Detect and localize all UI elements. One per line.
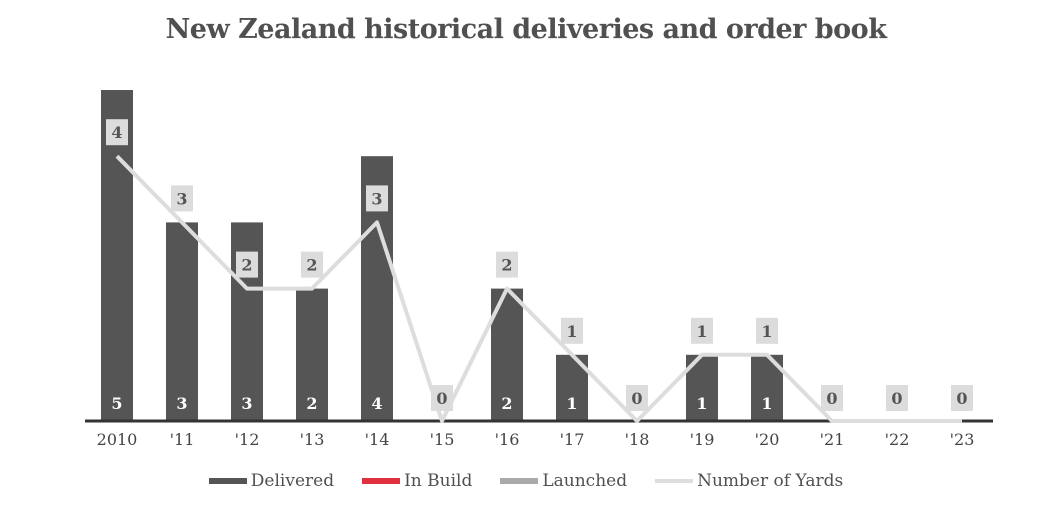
bar-delivered-1 <box>166 222 198 421</box>
svg-text:2: 2 <box>501 256 512 275</box>
label-yards-3: 2 <box>301 251 323 278</box>
x-tick-label-6: '16 <box>495 430 520 449</box>
x-tick-label-8: '18 <box>625 430 650 449</box>
legend-label-2: Launched <box>542 471 628 491</box>
label-yards-7: 1 <box>561 317 583 344</box>
x-tick-label-1: '11 <box>170 430 195 449</box>
x-tick-label-3: '13 <box>300 430 325 449</box>
label-delivered-6: 2 <box>501 394 512 413</box>
x-tick-label-5: '15 <box>430 430 455 449</box>
label-yards-6: 2 <box>496 251 518 278</box>
svg-text:0: 0 <box>631 389 642 408</box>
svg-text:2: 2 <box>241 256 252 275</box>
legend-label-3: Number of Yards <box>697 471 844 491</box>
x-tick-label-11: '21 <box>820 430 845 449</box>
label-yards-2: 2 <box>236 251 258 278</box>
label-delivered-3: 2 <box>306 394 317 413</box>
legend-swatch-3 <box>655 479 694 483</box>
label-delivered-2: 3 <box>241 394 252 413</box>
x-tick-label-9: '19 <box>690 430 715 449</box>
label-delivered-1: 3 <box>176 394 187 413</box>
label-yards-12: 0 <box>886 385 908 411</box>
svg-text:0: 0 <box>436 389 447 408</box>
label-yards-4: 3 <box>366 185 388 212</box>
label-yards-9: 1 <box>691 317 713 344</box>
x-tick-label-10: '20 <box>755 430 780 449</box>
svg-text:0: 0 <box>891 389 902 408</box>
x-tick-label-4: '14 <box>365 430 390 449</box>
label-yards-0: 4 <box>106 119 128 146</box>
x-tick-label-13: '23 <box>950 430 975 449</box>
legend-label-1: In Build <box>404 471 473 491</box>
x-tick-label-12: '22 <box>885 430 910 449</box>
legend-swatch-2 <box>500 478 539 484</box>
svg-text:0: 0 <box>826 389 837 408</box>
bar-delivered-3 <box>296 288 328 421</box>
svg-text:4: 4 <box>111 123 122 142</box>
svg-text:1: 1 <box>566 322 577 341</box>
x-tick-label-7: '17 <box>560 430 585 449</box>
chart-plot: 5 3 3 2 4 2 1 1 1 4 3 2 2 3 0 2 1 0 1 1 0 0 0 2010 '11 '12 '13 '14 '… <box>85 90 993 449</box>
label-delivered-10: 1 <box>761 394 772 413</box>
legend-item-2: Launched <box>500 471 627 491</box>
x-tick-label-0: 2010 <box>97 430 138 449</box>
legend-swatch-0 <box>208 478 247 484</box>
label-delivered-4: 4 <box>371 394 382 413</box>
label-delivered-7: 1 <box>566 394 577 413</box>
label-delivered-9: 1 <box>696 394 707 413</box>
chart-title: New Zealand historical deliveries and or… <box>165 14 887 45</box>
label-yards-8: 0 <box>626 385 648 411</box>
label-yards-1: 3 <box>171 185 193 212</box>
label-yards-10: 1 <box>756 317 778 344</box>
x-tick-label-2: '12 <box>235 430 260 449</box>
label-yards-5: 0 <box>431 385 453 411</box>
label-delivered-0: 5 <box>111 394 122 413</box>
label-yards-13: 0 <box>951 385 973 411</box>
svg-text:2: 2 <box>306 256 317 275</box>
legend-label-0: Delivered <box>250 471 335 491</box>
svg-text:1: 1 <box>696 322 707 341</box>
svg-text:1: 1 <box>761 322 772 341</box>
chart-legend: Delivered In Build Launched Number of Yards <box>0 471 1052 491</box>
svg-text:3: 3 <box>371 189 382 208</box>
legend-item-1: In Build <box>362 471 472 491</box>
legend-item-0: Delivered <box>208 471 335 491</box>
svg-text:0: 0 <box>956 389 967 408</box>
legend-item-3: Number of Yards <box>655 471 843 491</box>
svg-text:3: 3 <box>176 189 187 208</box>
label-yards-11: 0 <box>821 385 843 411</box>
legend-swatch-1 <box>362 478 401 484</box>
